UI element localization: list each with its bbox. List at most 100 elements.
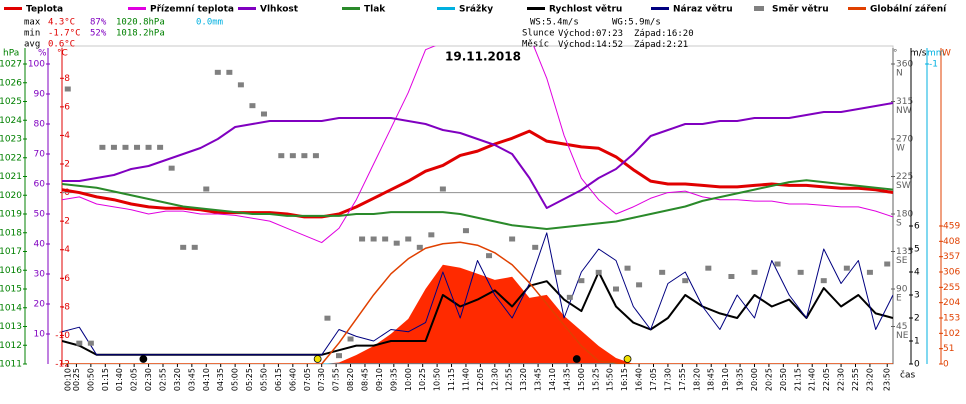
y-tick-label: 357 xyxy=(943,252,960,262)
y-tick-label: 1016 xyxy=(0,266,22,276)
y-tick-label: 1014 xyxy=(0,303,22,313)
y-tick-direction: W xyxy=(896,144,905,154)
stat-hum: 87% xyxy=(90,18,107,28)
rise-time: 14:52 xyxy=(596,40,623,50)
y-tick-label: 6 xyxy=(914,222,920,232)
moon-label: Měsíc xyxy=(522,40,549,50)
y-tick-label: 100 xyxy=(28,60,45,70)
x-tick-label: 11:15 xyxy=(447,368,456,391)
direction-point xyxy=(405,236,412,242)
legend-label: Vlhkost xyxy=(260,5,299,15)
series-line xyxy=(62,241,893,364)
y-tick-label: 1 xyxy=(914,337,920,347)
y-tick-label: -8 xyxy=(61,302,70,312)
y-tick-label: 255 xyxy=(943,283,960,293)
x-tick-label: 10:25 xyxy=(418,368,427,391)
direction-point xyxy=(393,240,400,246)
direction-point xyxy=(214,69,221,75)
y-tick-label: 1012 xyxy=(0,341,22,351)
x-tick-label: 11:40 xyxy=(461,368,470,391)
direction-point xyxy=(728,274,735,279)
sun-label: Slunce xyxy=(522,29,555,39)
direction-point xyxy=(382,236,389,242)
direction-point xyxy=(312,153,319,159)
x-tick-label: 09:10 xyxy=(375,368,384,391)
direction-point xyxy=(237,82,244,88)
x-tick-label: 01:40 xyxy=(115,368,124,391)
x-tick-label: 20:50 xyxy=(779,368,788,391)
y-tick-label: -1 xyxy=(929,60,938,70)
y-tick-direction: SE xyxy=(896,256,908,266)
x-tick-label: 02:30 xyxy=(144,368,153,391)
axis-unit: ° xyxy=(893,49,898,59)
stat-label: max xyxy=(24,18,41,28)
x-tick-label: 14:35 xyxy=(562,368,571,391)
x-tick-label: 16:15 xyxy=(620,368,629,391)
direction-point xyxy=(157,144,164,150)
direction-point xyxy=(613,286,619,292)
x-tick-label: 23:20 xyxy=(865,368,874,391)
legend-label: Tlak xyxy=(364,5,386,15)
sun-set: Západ:16:20 xyxy=(634,29,694,39)
direction-point xyxy=(145,144,152,150)
direction-point xyxy=(884,261,891,267)
x-tick-label: 21:40 xyxy=(808,368,817,391)
y-tick-label: 0 xyxy=(943,360,949,370)
axis-unit: % xyxy=(38,49,47,59)
x-tick-label: 00:10 xyxy=(63,368,72,391)
y-tick-label: 3 xyxy=(914,291,920,301)
y-tick-direction: NE xyxy=(896,331,909,341)
direction-point xyxy=(416,244,423,250)
rise-label: Východ: xyxy=(558,40,596,50)
direction-point xyxy=(180,244,187,250)
direction-point xyxy=(110,144,117,150)
x-tick-label: 19:35 xyxy=(736,368,745,391)
direction-point xyxy=(87,340,94,346)
direction-point xyxy=(843,265,850,271)
direction-point xyxy=(820,278,827,284)
direction-point xyxy=(636,282,643,288)
y-tick-label: 1017 xyxy=(0,247,22,257)
x-tick-label: 12:30 xyxy=(490,368,499,391)
x-tick-label: 00:50 xyxy=(86,368,95,391)
set-time: 16:20 xyxy=(667,29,694,39)
y-tick-label: 180 xyxy=(896,210,913,220)
direction-point xyxy=(774,261,781,267)
y-tick-label: 204 xyxy=(943,298,960,308)
stat-pres: 1018.2hPa xyxy=(116,29,165,39)
legend-label: Rychlost větru xyxy=(549,4,622,15)
y-tick-label: 408 xyxy=(943,237,960,247)
y-tick-direction: N xyxy=(896,69,903,79)
series-line xyxy=(62,232,893,356)
stat-temp: -1.7°C xyxy=(48,29,81,39)
y-tick-label: 360 xyxy=(896,60,913,70)
legend-label: Srážky xyxy=(459,5,493,15)
direction-point xyxy=(705,265,712,271)
direction-point xyxy=(509,236,516,242)
y-tick-label: 1024 xyxy=(0,116,22,126)
stat-pres: 1020.8hPa xyxy=(116,18,165,28)
x-tick-label: 00:25 xyxy=(72,368,81,391)
y-tick-label: 8 xyxy=(64,74,70,84)
x-tick-label: 15:00 xyxy=(577,368,586,391)
x-tick-label: 03:45 xyxy=(187,368,196,391)
direction-point xyxy=(99,144,106,150)
rise-time: 07:23 xyxy=(596,29,623,39)
direction-point xyxy=(532,244,539,250)
y-tick-label: 2 xyxy=(64,160,70,170)
x-tick-label: 07:05 xyxy=(303,368,312,391)
y-tick-direction: SW xyxy=(896,181,911,191)
x-tick-label: 13:45 xyxy=(534,368,543,391)
y-tick-label: 45 xyxy=(896,322,907,332)
axis-unit: °C xyxy=(57,49,68,59)
moon-rise-marker xyxy=(572,355,581,363)
x-tick-label: 09:35 xyxy=(389,368,398,391)
x-tick-label: 04:35 xyxy=(216,368,225,391)
direction-point xyxy=(324,315,331,321)
direction-point xyxy=(347,336,354,342)
set-time: 2:21 xyxy=(667,40,689,50)
direction-point xyxy=(578,278,585,284)
x-tick-label: 03:20 xyxy=(173,368,182,391)
direction-point xyxy=(751,269,758,275)
x-tick-label: 19:10 xyxy=(721,368,730,391)
